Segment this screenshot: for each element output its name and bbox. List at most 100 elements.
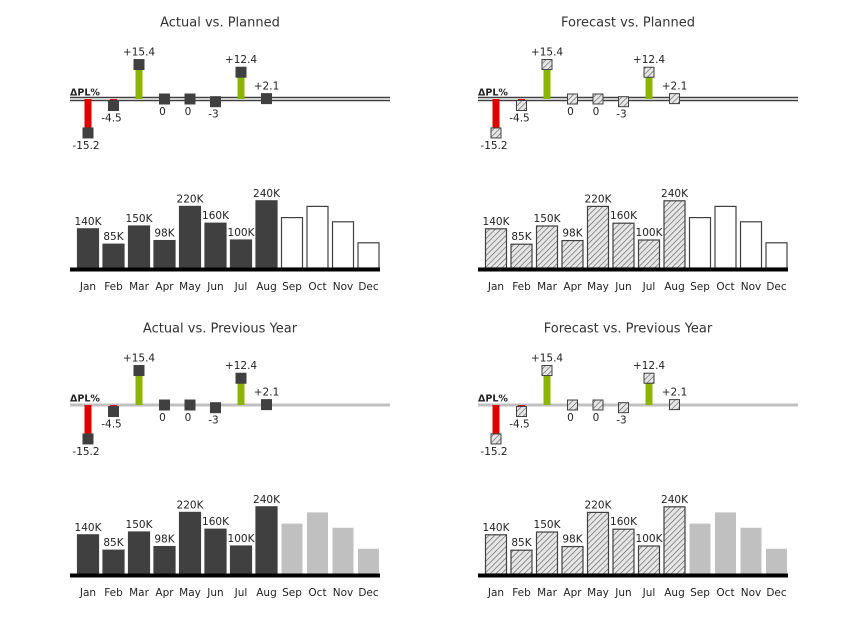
- month-label: Sep: [282, 281, 302, 293]
- bar: [229, 239, 253, 269]
- delta-value-label: -4.5: [101, 419, 122, 431]
- delta-value-label: -4.5: [509, 113, 530, 125]
- bar: [535, 531, 559, 575]
- delta-marker: [184, 399, 196, 411]
- panel-title: Forecast vs. Planned: [561, 16, 695, 31]
- delta-value-label: -3: [616, 415, 626, 427]
- bar-label: 150K: [126, 213, 154, 225]
- delta-marker: [592, 399, 604, 411]
- bar: [612, 528, 635, 575]
- delta-marker: [490, 433, 502, 445]
- bar-label: 160K: [202, 516, 230, 528]
- bar: [535, 225, 559, 269]
- month-label: Oct: [308, 281, 326, 293]
- bar: [561, 239, 584, 269]
- delta-marker: [669, 93, 680, 105]
- bar-label: 240K: [661, 494, 689, 506]
- bar-label: 85K: [511, 231, 532, 243]
- delta-marker: [235, 66, 247, 78]
- bar: [255, 200, 278, 269]
- delta-pin: [645, 67, 653, 99]
- delta-value-label: 0: [159, 412, 166, 424]
- delta-marker: [82, 127, 94, 139]
- month-label: Jun: [614, 281, 631, 293]
- delta-value-label: +15.4: [531, 353, 563, 365]
- delta-value-label: -15.2: [72, 140, 99, 152]
- delta-pin: [237, 67, 245, 99]
- bar-label: 100K: [228, 533, 256, 545]
- bar-label: 160K: [610, 516, 638, 528]
- bar: [76, 228, 100, 269]
- delta-marker: [210, 402, 221, 414]
- month-label: Jan: [79, 587, 96, 599]
- bar-label: 85K: [103, 537, 124, 549]
- month-label: Sep: [690, 587, 710, 599]
- month-label: Apr: [155, 587, 174, 599]
- bar: [765, 242, 788, 269]
- bar: [153, 239, 176, 269]
- delta-pin: [543, 59, 551, 99]
- bar: [281, 523, 303, 574]
- bar: [102, 243, 125, 269]
- month-label: May: [587, 587, 609, 599]
- delta-marker: [159, 93, 170, 105]
- delta-marker: [184, 93, 196, 105]
- month-label: Jun: [614, 587, 631, 599]
- month-label: Jul: [234, 281, 248, 293]
- bar-label: 160K: [610, 210, 638, 222]
- bar: [204, 528, 227, 575]
- month-label: Mar: [537, 587, 557, 599]
- bar: [740, 527, 762, 574]
- delta-label: ΔPL%: [478, 394, 508, 405]
- delta-marker: [108, 406, 119, 418]
- delta-label: ΔPL%: [70, 88, 100, 99]
- bar: [127, 531, 151, 575]
- month-label: Jun: [206, 587, 223, 599]
- delta-pin: [84, 405, 92, 444]
- bar: [178, 205, 202, 269]
- bar: [280, 217, 304, 269]
- delta-label: ΔPL%: [70, 394, 100, 405]
- bar-label: 240K: [253, 494, 281, 506]
- bar: [663, 506, 686, 575]
- month-label: Aug: [256, 281, 277, 293]
- month-label: Dec: [766, 587, 787, 599]
- bar: [739, 221, 763, 269]
- bar-label: 100K: [636, 227, 664, 239]
- bar: [510, 549, 533, 575]
- bar: [229, 545, 253, 575]
- delta-value-label: 0: [593, 412, 600, 424]
- delta-value-label: 0: [159, 106, 166, 118]
- delta-value-label: +12.4: [633, 54, 665, 66]
- month-label: Dec: [358, 281, 379, 293]
- bar: [484, 534, 508, 575]
- delta-value-label: +2.1: [662, 387, 688, 399]
- delta-value-label: +2.1: [254, 81, 280, 93]
- month-label: Dec: [358, 587, 379, 599]
- bar: [510, 243, 533, 269]
- bar-label: 150K: [126, 519, 154, 531]
- month-label: Sep: [282, 587, 302, 599]
- delta-value-label: +2.1: [254, 387, 280, 399]
- delta-pin: [543, 365, 551, 405]
- delta-value-label: -4.5: [509, 419, 530, 431]
- delta-value-label: -15.2: [480, 140, 507, 152]
- delta-marker: [490, 127, 502, 139]
- bar: [255, 506, 278, 575]
- delta-pin: [237, 373, 245, 405]
- delta-marker: [669, 399, 680, 411]
- bar: [714, 205, 737, 269]
- month-label: Mar: [537, 281, 557, 293]
- delta-pin: [492, 99, 500, 138]
- delta-marker: [235, 372, 247, 384]
- bar: [331, 221, 355, 269]
- delta-marker: [541, 59, 553, 71]
- bar: [689, 523, 711, 574]
- delta-marker: [82, 433, 94, 445]
- delta-value-label: -3: [616, 109, 626, 121]
- month-label: Feb: [512, 281, 531, 293]
- bar: [612, 222, 635, 269]
- delta-marker: [261, 399, 272, 411]
- bar-label: 140K: [483, 216, 511, 228]
